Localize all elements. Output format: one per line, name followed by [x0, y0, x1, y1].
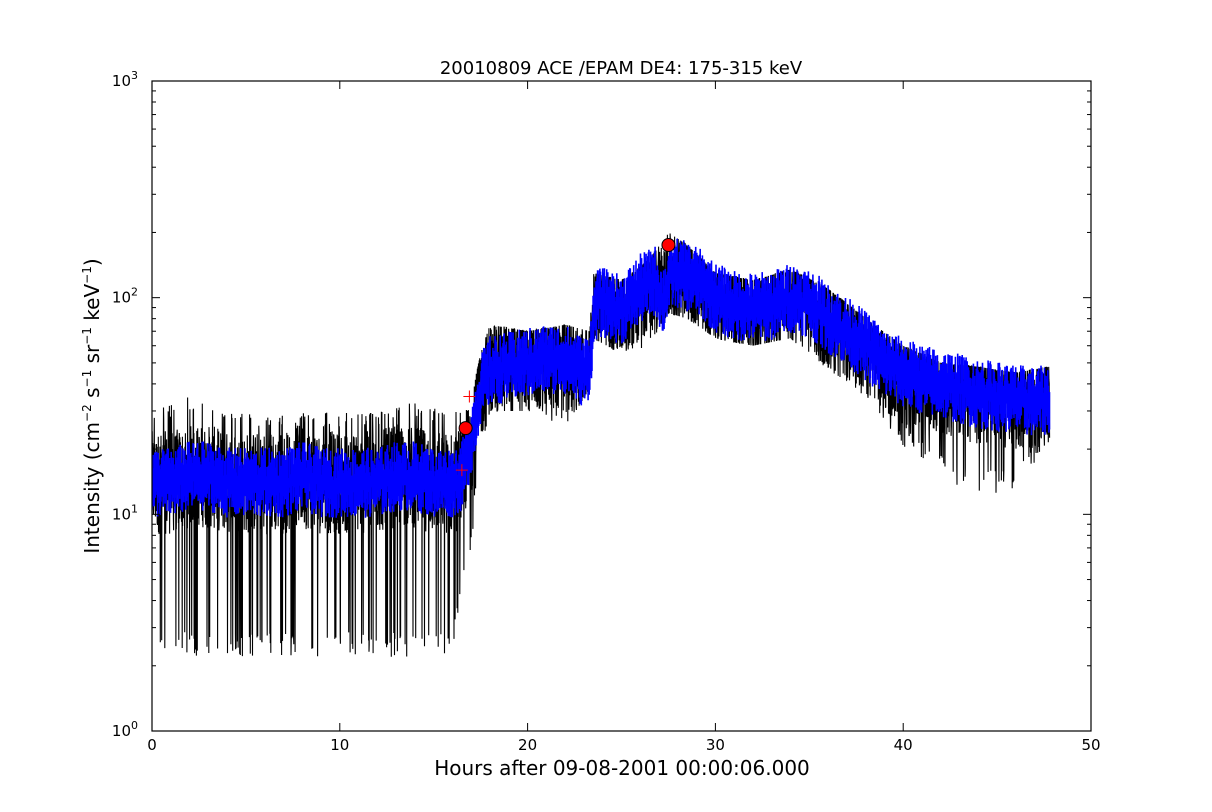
x-tick-label: 40	[894, 736, 913, 754]
y-tick-label: 100	[112, 719, 138, 740]
x-tick-label: 10	[330, 736, 349, 754]
plus-marker	[463, 390, 476, 403]
axis-ticks: 0 10 20 30 40 50 100 101 102 103	[112, 69, 1101, 754]
x-tick-label: 50	[1081, 736, 1100, 754]
y-axis-label: Intensity (cm−2 s−1 sr−1 keV−1)	[80, 258, 104, 553]
series-smoothed-line	[152, 271, 1050, 484]
y-tick-label: 101	[112, 502, 138, 523]
x-tick-label: 20	[518, 736, 537, 754]
y-tick-label: 103	[112, 69, 138, 90]
x-axis-label: Hours after 09-08-2001 00:00:06.000	[434, 756, 810, 780]
x-tick-label: 0	[147, 736, 157, 754]
plus-marker	[455, 464, 468, 477]
plot-frame	[151, 80, 1092, 732]
event-marker	[661, 238, 676, 253]
event-marker	[458, 421, 473, 436]
y-tick-label: 102	[112, 286, 138, 307]
plot-area	[152, 233, 1051, 657]
x-tick-label: 30	[706, 736, 725, 754]
chart-title: 20010809 ACE /EPAM DE4: 175-315 keV	[440, 58, 803, 79]
